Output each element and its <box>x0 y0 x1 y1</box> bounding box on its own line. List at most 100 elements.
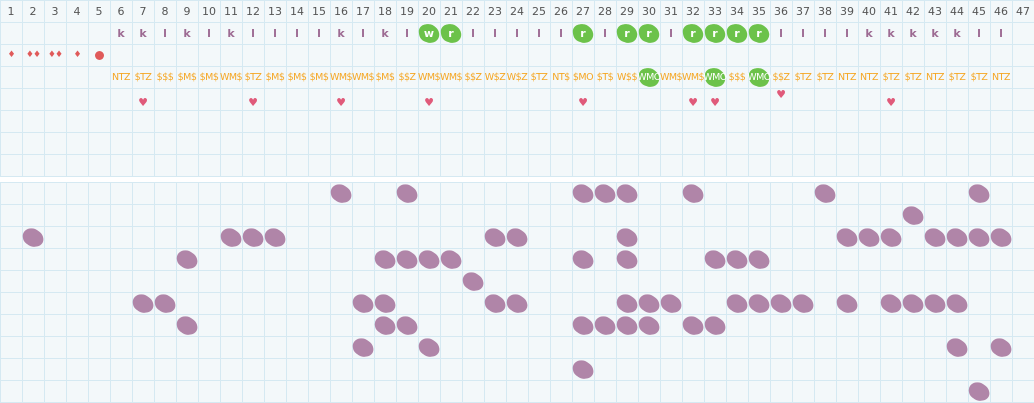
letter-cell[interactable]: r <box>704 22 726 44</box>
code-cell[interactable]: $$$ <box>154 66 176 88</box>
letter-cell[interactable]: k <box>132 22 154 44</box>
drop-icon-cell[interactable]: ♦ <box>66 44 88 66</box>
code-cell[interactable]: NTZ <box>924 66 946 88</box>
blob-cell[interactable] <box>484 292 506 314</box>
heart-cell[interactable]: ♥ <box>704 88 726 110</box>
letter-cell[interactable]: l <box>770 22 792 44</box>
letter-cell[interactable]: l <box>396 22 418 44</box>
blob-cell[interactable] <box>770 292 792 314</box>
code-cell[interactable]: WM$ <box>660 66 683 88</box>
code-cell[interactable]: WMO <box>637 66 661 88</box>
blob-cell[interactable] <box>924 292 946 314</box>
code-cell[interactable]: NTZ <box>858 66 880 88</box>
letter-cell[interactable]: l <box>308 22 330 44</box>
blob-cell[interactable] <box>418 336 440 358</box>
code-cell[interactable]: $MO <box>572 66 594 88</box>
blob-cell[interactable] <box>638 292 660 314</box>
heart-cell[interactable]: ♥ <box>242 88 264 110</box>
letter-cell[interactable]: k <box>858 22 880 44</box>
code-cell[interactable]: W$Z <box>484 66 506 88</box>
blob-cell[interactable] <box>572 314 594 336</box>
blob-cell[interactable] <box>484 226 506 248</box>
code-cell[interactable]: NTZ <box>836 66 858 88</box>
blob-cell[interactable] <box>704 314 726 336</box>
code-cell[interactable]: $M$ <box>176 66 198 88</box>
blob-cell[interactable] <box>968 182 990 204</box>
blob-cell[interactable] <box>352 292 374 314</box>
code-cell[interactable]: $M$ <box>264 66 286 88</box>
heart-cell[interactable]: ♥ <box>682 88 704 110</box>
blob-cell[interactable] <box>726 248 748 270</box>
letter-cell[interactable]: l <box>506 22 528 44</box>
blob-cell[interactable] <box>396 182 418 204</box>
blob-cell[interactable] <box>506 292 528 314</box>
blob-cell[interactable] <box>418 248 440 270</box>
blob-cell[interactable] <box>946 292 968 314</box>
letter-cell[interactable]: l <box>550 22 572 44</box>
letter-cell[interactable]: l <box>462 22 484 44</box>
code-cell[interactable]: $T$ <box>594 66 616 88</box>
blob-cell[interactable] <box>462 270 484 292</box>
blob-cell[interactable] <box>440 248 462 270</box>
code-cell[interactable]: WM$ <box>440 66 463 88</box>
letter-cell[interactable]: k <box>902 22 924 44</box>
drop-icon-cell[interactable]: ♦ <box>0 44 22 66</box>
letter-cell[interactable]: l <box>528 22 550 44</box>
heart-cell[interactable]: ♥ <box>572 88 594 110</box>
letter-cell[interactable]: l <box>264 22 286 44</box>
blob-cell[interactable] <box>682 182 704 204</box>
code-cell[interactable]: $$Z <box>396 66 418 88</box>
letter-cell[interactable]: r <box>616 22 638 44</box>
code-cell[interactable]: $$Z <box>462 66 484 88</box>
code-cell[interactable]: WMO <box>747 66 771 88</box>
blob-cell[interactable] <box>220 226 242 248</box>
blob-cell[interactable] <box>616 292 638 314</box>
blob-cell[interactable] <box>22 226 44 248</box>
blob-cell[interactable] <box>616 226 638 248</box>
blob-cell[interactable] <box>924 226 946 248</box>
heart-cell[interactable]: ♥ <box>880 88 902 110</box>
code-cell[interactable]: $TZ <box>792 66 814 88</box>
letter-cell[interactable]: l <box>814 22 836 44</box>
code-cell[interactable]: $TZ <box>902 66 924 88</box>
blob-cell[interactable] <box>946 336 968 358</box>
heart-cell[interactable]: ♥ <box>418 88 440 110</box>
blob-cell[interactable] <box>594 314 616 336</box>
blob-cell[interactable] <box>242 226 264 248</box>
blob-cell[interactable] <box>374 314 396 336</box>
blob-cell[interactable] <box>814 182 836 204</box>
letter-cell[interactable]: k <box>110 22 132 44</box>
blob-cell[interactable] <box>572 248 594 270</box>
letter-cell[interactable]: k <box>220 22 242 44</box>
blob-cell[interactable] <box>704 248 726 270</box>
code-cell[interactable]: $M$ <box>198 66 220 88</box>
letter-cell[interactable]: k <box>176 22 198 44</box>
letter-cell[interactable]: r <box>682 22 704 44</box>
blob-cell[interactable] <box>352 336 374 358</box>
letter-cell[interactable]: l <box>242 22 264 44</box>
blob-cell[interactable] <box>132 292 154 314</box>
code-cell[interactable]: WM$ <box>352 66 375 88</box>
code-cell[interactable]: $TZ <box>880 66 902 88</box>
blob-cell[interactable] <box>264 226 286 248</box>
blob-cell[interactable] <box>176 248 198 270</box>
blob-cell[interactable] <box>946 226 968 248</box>
letter-cell[interactable]: l <box>286 22 308 44</box>
code-cell[interactable]: $M$ <box>308 66 330 88</box>
blob-cell[interactable] <box>572 182 594 204</box>
code-cell[interactable]: $TZ <box>132 66 154 88</box>
letter-cell[interactable]: l <box>990 22 1012 44</box>
blob-cell[interactable] <box>616 182 638 204</box>
blob-cell[interactable] <box>748 248 770 270</box>
letter-cell[interactable]: l <box>792 22 814 44</box>
code-cell[interactable]: WMO <box>703 66 727 88</box>
blob-cell[interactable] <box>330 182 352 204</box>
code-cell[interactable]: $TZ <box>968 66 990 88</box>
blob-cell[interactable] <box>176 314 198 336</box>
letter-cell[interactable]: r <box>638 22 660 44</box>
letter-cell[interactable]: l <box>660 22 682 44</box>
code-cell[interactable]: $M$ <box>286 66 308 88</box>
letter-cell[interactable]: l <box>154 22 176 44</box>
blob-cell[interactable] <box>396 314 418 336</box>
code-cell[interactable]: $TZ <box>814 66 836 88</box>
